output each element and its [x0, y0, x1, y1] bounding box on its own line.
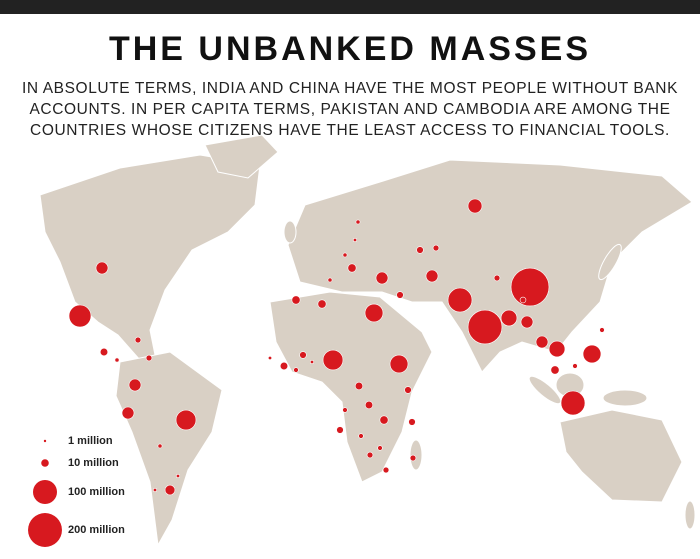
- bubble: [153, 488, 157, 492]
- title: THE UNBANKED MASSES: [108, 30, 592, 68]
- bubble: [510, 267, 550, 307]
- bubble: [347, 263, 357, 273]
- top-bar: [0, 0, 700, 14]
- new-guinea: [602, 389, 648, 407]
- bubble: [520, 315, 534, 329]
- bubble: [134, 336, 142, 344]
- bubble: [364, 303, 384, 323]
- legend-swatch: [33, 480, 57, 504]
- bubble: [550, 365, 560, 375]
- bubble: [279, 361, 289, 371]
- bubble: [128, 378, 142, 392]
- bubble: [366, 451, 374, 459]
- greenland: [204, 134, 279, 179]
- bubble: [268, 356, 272, 360]
- bubble: [121, 406, 135, 420]
- bubbles: [68, 198, 605, 496]
- legend-label: 10 million: [68, 457, 119, 469]
- new-zealand: [684, 500, 696, 530]
- japan: [598, 243, 622, 281]
- australia: [559, 409, 683, 503]
- madagascar: [409, 439, 423, 471]
- bubble: [336, 426, 344, 434]
- bubble: [157, 443, 163, 449]
- bubble: [409, 454, 417, 462]
- bubble: [354, 381, 364, 391]
- bubble: [353, 238, 357, 242]
- legend: 1 million 10 million 100 million 200 millio…: [28, 435, 125, 547]
- bubble: [382, 466, 390, 474]
- bubble: [432, 244, 440, 252]
- bubble: [375, 271, 389, 285]
- legend-swatch: [43, 439, 47, 443]
- bubble: [322, 349, 344, 371]
- bubble: [416, 246, 424, 254]
- bubble: [358, 433, 364, 439]
- north-america: [39, 154, 261, 361]
- bubble: [145, 354, 153, 362]
- bubble: [599, 327, 605, 333]
- bubble: [355, 219, 361, 225]
- bubble: [299, 351, 307, 359]
- uk: [283, 220, 297, 244]
- africa: [269, 291, 433, 483]
- bubble: [560, 390, 586, 416]
- bubble: [176, 474, 180, 478]
- bubble: [404, 386, 412, 394]
- legend-label: 100 million: [68, 486, 125, 498]
- bubble: [379, 415, 389, 425]
- bubble: [582, 344, 602, 364]
- bubble: [389, 354, 409, 374]
- bubble: [447, 287, 473, 313]
- south-america: [115, 351, 223, 547]
- bubble: [164, 484, 176, 496]
- subtitle: IN ABSOLUTE TERMS, INDIA AND CHINA HAVE …: [21, 80, 679, 139]
- bubble: [95, 261, 109, 275]
- bubble: [68, 304, 92, 328]
- legend-label: 1 million: [68, 435, 113, 447]
- bubble: [175, 409, 197, 431]
- bubble: [408, 418, 416, 426]
- bubble: [99, 347, 109, 357]
- bubble: [114, 357, 120, 363]
- legend-swatch: [28, 513, 62, 547]
- bubble: [467, 198, 483, 214]
- bubble: [548, 340, 566, 358]
- bubble: [467, 309, 503, 345]
- bubble: [535, 335, 549, 349]
- bubble: [317, 299, 327, 309]
- bubble: [291, 295, 301, 305]
- legend-swatch: [41, 459, 49, 467]
- sumatra: [528, 375, 562, 405]
- bubble: [377, 445, 383, 451]
- bubble: [310, 360, 314, 364]
- bubble: [493, 274, 501, 282]
- bubble: [519, 296, 527, 304]
- bubble: [425, 269, 439, 283]
- legend-label: 200 million: [68, 524, 125, 536]
- land: [39, 134, 696, 547]
- bubble: [293, 367, 299, 373]
- bubble: [396, 291, 404, 299]
- bubble: [500, 309, 518, 327]
- bubble: [327, 277, 333, 283]
- bubble: [572, 363, 578, 369]
- bubble: [342, 252, 348, 258]
- bubble: [342, 407, 348, 413]
- bubble: [364, 400, 374, 410]
